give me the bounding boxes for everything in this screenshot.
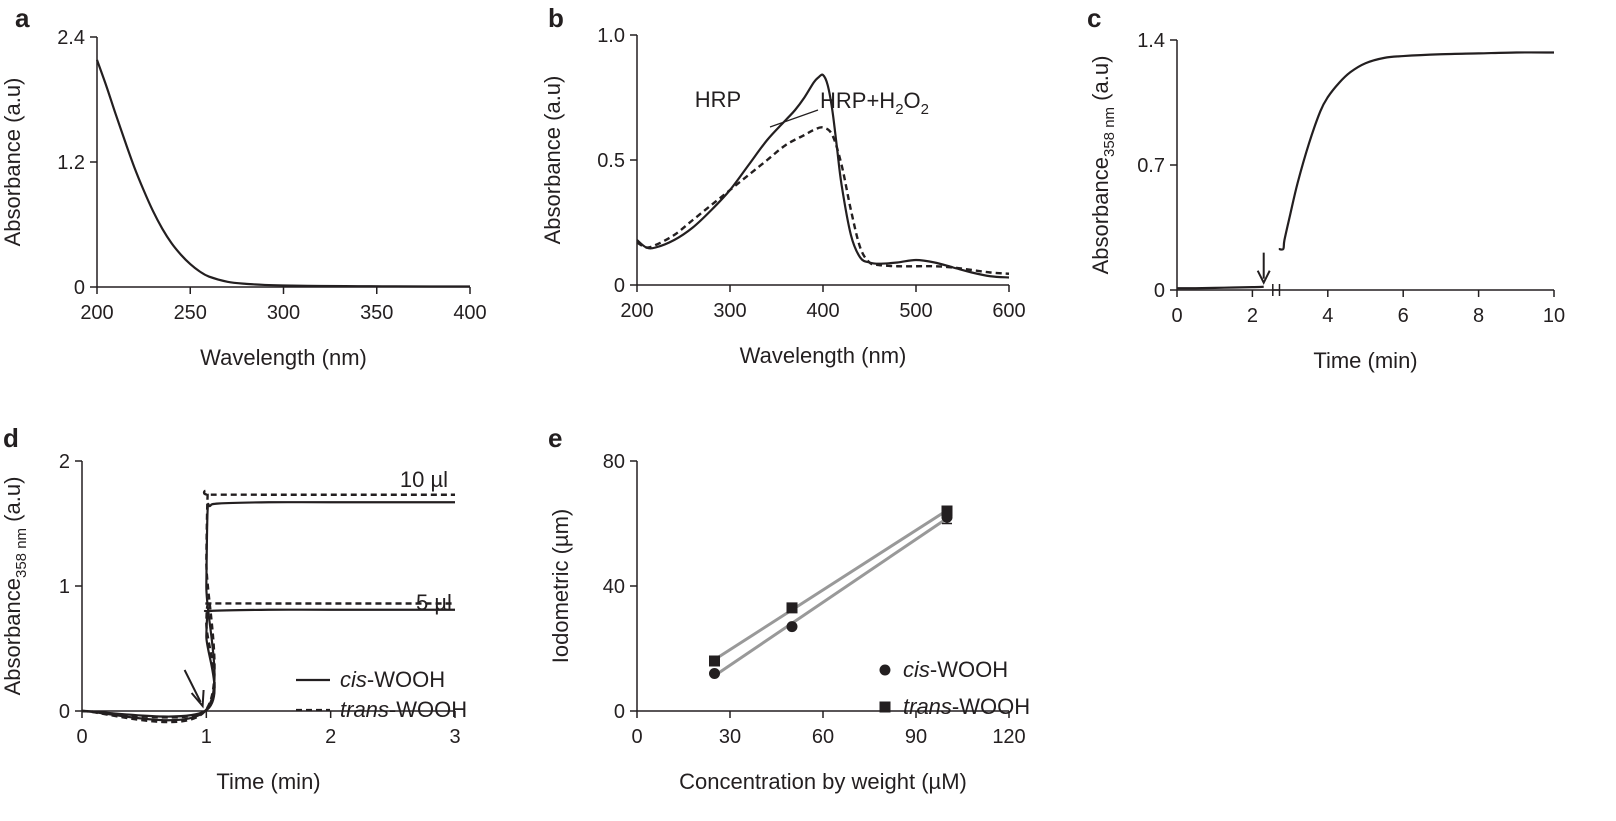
x-tick-label: 8: [1473, 305, 1484, 327]
x-tick-label: 400: [806, 300, 839, 322]
fit-line: [713, 509, 948, 661]
y-axis-title: Absorbance (a.u): [0, 78, 25, 247]
x-tick-label: 300: [713, 300, 746, 322]
data-point-square: [786, 602, 798, 614]
y-axis-title: Iodometric (µm): [548, 509, 573, 663]
legend-label: trans-WOOH: [340, 697, 467, 722]
series-line: [1176, 285, 1264, 290]
x-axis-title: Wavelength (nm): [740, 343, 907, 368]
panel-letter: e: [548, 423, 562, 453]
y-axis-title: Absorbance358 nm (a.u): [1088, 56, 1118, 275]
x-tick-label: 350: [360, 302, 393, 324]
legend-label: cis-WOOH: [340, 667, 445, 692]
panel-c: 0 2 4 6 8 10 0 0.7 1.4 Time (min) Absorbance358 nm…: [1087, 3, 1565, 373]
y-tick-label: 0: [59, 701, 70, 723]
panel-letter: b: [548, 3, 564, 33]
x-axis-title: Wavelength (nm): [200, 345, 367, 370]
x-axis-title: Time (min): [216, 769, 320, 794]
y-tick-label: 0.7: [1137, 155, 1165, 177]
x-tick-label: 300: [267, 302, 300, 324]
x-tick-label: 30: [719, 726, 741, 748]
y-tick-label: 2: [59, 451, 70, 473]
x-tick-label: 0: [631, 726, 642, 748]
fit-line: [713, 517, 948, 677]
x-tick-label: 6: [1398, 305, 1409, 327]
y-tick-label: 0: [74, 277, 85, 299]
y-tick-label: 80: [603, 451, 625, 473]
series-line: [81, 601, 455, 719]
legend-label: trans-WOOH: [903, 694, 1030, 719]
event-arrow-head: [1256, 270, 1271, 285]
x-tick-label: 0: [1171, 305, 1182, 327]
x-axis-title: Time (min): [1313, 348, 1417, 373]
series-line: [636, 126, 1010, 275]
series-line: [1278, 51, 1555, 251]
y-tick-label: 0: [614, 701, 625, 723]
x-tick-label: 2: [325, 726, 336, 748]
x-tick-label: 10: [1543, 305, 1565, 327]
y-tick-label: 0: [614, 275, 625, 297]
y-axis-title: Absorbance358 nm (a.u): [0, 477, 30, 696]
x-tick-label: 200: [620, 300, 653, 322]
annotation-label: 10 µl: [400, 467, 448, 492]
y-tick-label: 40: [603, 576, 625, 598]
data-point-square: [941, 505, 953, 517]
x-tick-label: 200: [80, 302, 113, 324]
x-tick-label: 3: [449, 726, 460, 748]
x-tick-label: 0: [76, 726, 87, 748]
data-point-square: [709, 655, 720, 667]
y-tick-label: 2.4: [57, 27, 85, 49]
x-tick-label: 500: [899, 300, 932, 322]
panel-e: 0 30 60 90 120 0 40 80 Concentration by weight (…: [548, 423, 1030, 794]
event-arrow-head: [190, 689, 205, 709]
y-tick-label: 1.2: [57, 152, 85, 174]
annotation-label: HRP+H2O2: [820, 88, 929, 118]
y-axis-title: Absorbance (a.u): [540, 76, 565, 245]
data-point-circle: [786, 621, 798, 633]
y-tick-label: 0: [1154, 280, 1165, 302]
legend-marker: [879, 701, 891, 713]
x-axis-title: Concentration by weight (µM): [679, 769, 967, 794]
annotation-label: 5 µl: [416, 590, 452, 615]
panel-letter: d: [3, 423, 19, 453]
x-tick-label: 600: [992, 300, 1025, 322]
legend-marker: [879, 664, 891, 676]
series-line: [95, 59, 471, 288]
x-tick-label: 400: [453, 302, 486, 324]
panel-a: 200 250 300 350 400 0 1.2 2.4 Wavelength (nm) Abs…: [0, 3, 487, 370]
x-tick-label: 120: [992, 726, 1025, 748]
legend-label: cis-WOOH: [903, 657, 1008, 682]
panel-b: 200 300 400 500 600 0 0.5 1.0 Wavelength (nm) Abs…: [540, 3, 1026, 368]
x-tick-label: 90: [905, 726, 927, 748]
panel-letter: c: [1087, 3, 1101, 33]
y-tick-label: 0.5: [597, 150, 625, 172]
x-tick-label: 2: [1247, 305, 1258, 327]
y-tick-label: 1.0: [597, 25, 625, 47]
panel-letter: a: [15, 3, 30, 33]
annotation-label: HRP: [695, 87, 741, 112]
series-line: [636, 73, 1010, 279]
x-tick-label: 4: [1322, 305, 1333, 327]
event-arrow: [183, 669, 202, 703]
x-tick-label: 60: [812, 726, 834, 748]
data-point-circle: [709, 668, 720, 679]
y-tick-label: 1.4: [1137, 30, 1165, 52]
y-tick-label: 1: [59, 576, 70, 598]
x-tick-label: 250: [174, 302, 207, 324]
annotation-leader: [769, 109, 819, 128]
x-tick-label: 1: [201, 726, 212, 748]
